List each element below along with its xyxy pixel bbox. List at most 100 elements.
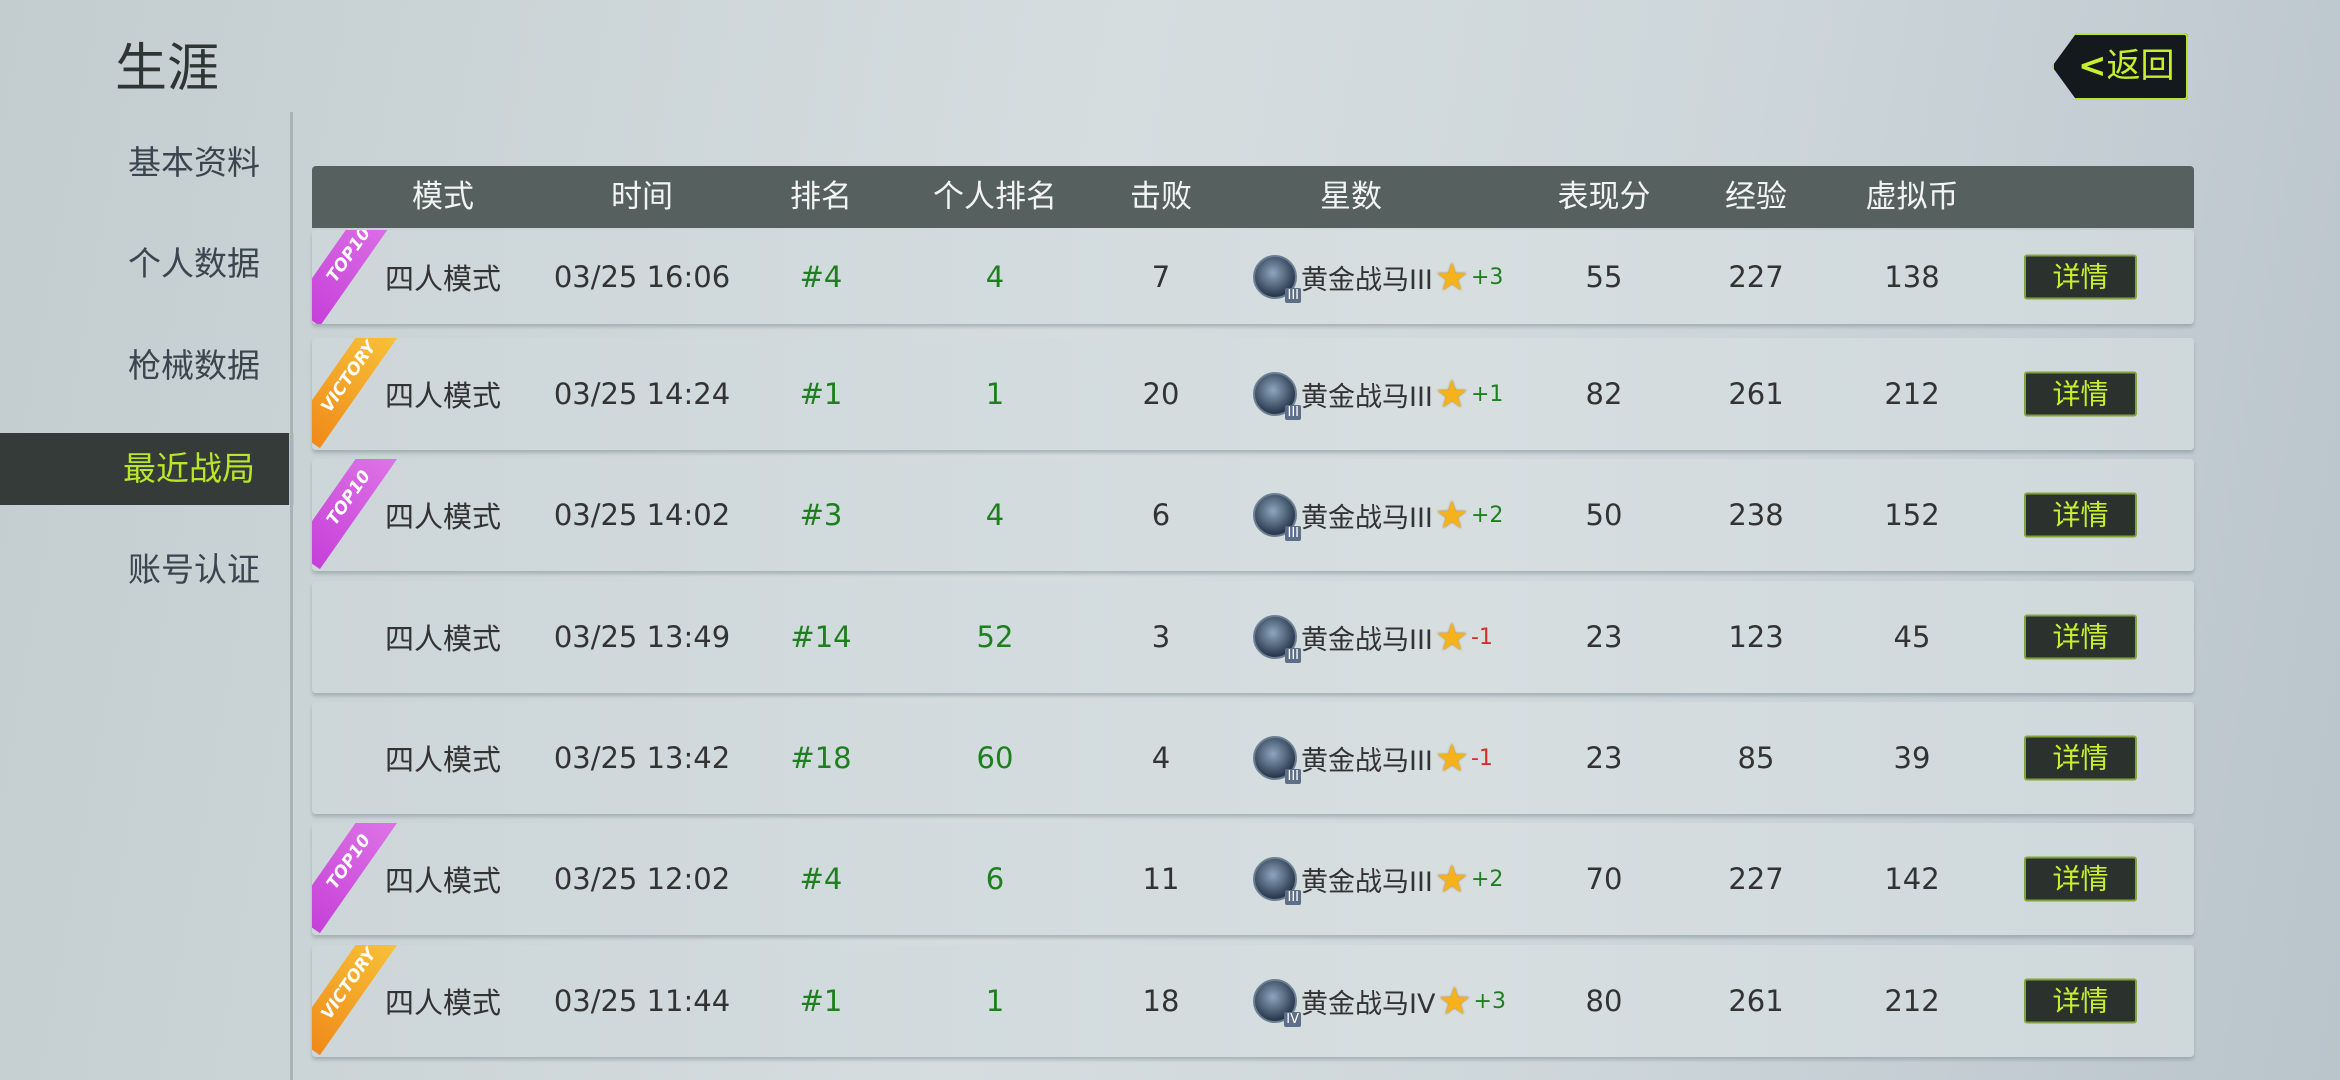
cell-score: 50 <box>1585 498 1623 532</box>
header-stars: 星数 <box>1320 179 1382 215</box>
rank-badge-icon: IV <box>1253 979 1301 1027</box>
table-row: TOP10 四人模式 03/25 12:02 #4 6 11 70 227 142 III 黄金战马… <box>312 823 2194 935</box>
cell-stars: III 黄金战马III ★ +1 <box>1253 372 1504 420</box>
cell-exp: 227 <box>1728 862 1784 896</box>
sidebar-item-account-verification[interactable]: 账号认证 <box>128 550 260 589</box>
tier-badge: III <box>1285 890 1301 905</box>
sidebar-item-recent-matches[interactable]: 最近战局 <box>0 433 294 505</box>
chevron-left-icon: < <box>2078 46 2107 86</box>
header-kills: 击败 <box>1130 179 1192 215</box>
star-delta: +2 <box>1470 502 1504 528</box>
page-title: 生涯 <box>115 39 220 99</box>
star-icon: ★ <box>1434 857 1469 901</box>
star-icon: ★ <box>1437 979 1472 1023</box>
detail-button[interactable]: 详情 <box>2024 856 2137 902</box>
table-row: VICTORY 四人模式 03/25 14:24 #1 1 20 82 261 212 III 黄金… <box>312 338 2194 450</box>
cell-score: 80 <box>1585 984 1623 1018</box>
back-button[interactable]: <返回 <box>2052 33 2188 100</box>
detail-button[interactable]: 详情 <box>2024 254 2137 300</box>
cell-time: 03/25 16:06 <box>553 260 731 294</box>
cell-rank: #14 <box>790 620 852 654</box>
cell-personal-rank: 52 <box>976 620 1014 654</box>
tier-name: 黄金战马III <box>1301 264 1433 296</box>
cell-time: 03/25 13:49 <box>553 620 731 654</box>
sidebar-divider <box>290 112 293 1080</box>
cell-stars: III 黄金战马III ★ +2 <box>1253 493 1504 541</box>
cell-coins: 152 <box>1884 498 1940 532</box>
detail-button[interactable]: 详情 <box>2024 492 2137 538</box>
rank-badge-icon: III <box>1253 255 1301 303</box>
cell-exp: 238 <box>1728 498 1784 532</box>
table-header: 模式 时间 排名 个人排名 击败 星数 表现分 经验 虚拟币 <box>312 166 2194 228</box>
cell-rank: #18 <box>790 741 852 775</box>
header-rank: 排名 <box>790 179 852 215</box>
cell-coins: 138 <box>1884 260 1940 294</box>
star-delta: +2 <box>1470 866 1504 892</box>
star-icon: ★ <box>1434 615 1469 659</box>
cell-stars: III 黄金战马III ★ -1 <box>1253 615 1493 663</box>
header-exp: 经验 <box>1725 179 1787 215</box>
rank-badge-icon: III <box>1253 372 1301 420</box>
cell-coins: 212 <box>1884 377 1940 411</box>
cell-stars: IV 黄金战马IV ★ +3 <box>1253 979 1506 1027</box>
cell-score: 23 <box>1585 620 1623 654</box>
cell-coins: 212 <box>1884 984 1940 1018</box>
cell-coins: 142 <box>1884 862 1940 896</box>
cell-score: 70 <box>1585 862 1623 896</box>
cell-stars: III 黄金战马III ★ -1 <box>1253 736 1493 784</box>
back-button-label: 返回 <box>2106 46 2175 86</box>
cell-time: 03/25 11:44 <box>553 984 731 1018</box>
cell-kills: 3 <box>1151 620 1171 654</box>
cell-score: 23 <box>1585 741 1623 775</box>
tier-badge: III <box>1285 526 1301 541</box>
sidebar-item-basic-info[interactable]: 基本资料 <box>128 143 260 182</box>
rank-badge-icon: III <box>1253 857 1301 905</box>
cell-score: 55 <box>1585 260 1623 294</box>
detail-button[interactable]: 详情 <box>2024 978 2137 1024</box>
cell-personal-rank: 1 <box>985 984 1005 1018</box>
cell-mode: 四人模式 <box>384 262 502 296</box>
tier-name: 黄金战马IV <box>1301 988 1436 1020</box>
cell-mode: 四人模式 <box>384 500 502 534</box>
star-icon: ★ <box>1434 372 1469 416</box>
header-mode: 模式 <box>412 179 474 215</box>
header-personal-rank: 个人排名 <box>933 179 1057 215</box>
star-delta: +1 <box>1470 381 1504 407</box>
cell-kills: 20 <box>1142 377 1180 411</box>
table-row: TOP10 四人模式 03/25 14:02 #3 4 6 50 238 152 III 黄金战马I… <box>312 459 2194 571</box>
table-row: 四人模式 03/25 13:42 #18 60 4 23 85 39 III 黄金战马III ★ -1… <box>312 702 2194 814</box>
cell-stars: III 黄金战马III ★ +3 <box>1253 255 1503 303</box>
cell-rank: #4 <box>799 862 843 896</box>
cell-exp: 261 <box>1728 377 1784 411</box>
rank-badge-icon: III <box>1253 736 1301 784</box>
tier-name: 黄金战马III <box>1301 745 1433 777</box>
table-row: TOP10 四人模式 03/25 16:06 #4 4 7 55 227 138 III 黄金战马I… <box>312 230 2194 324</box>
sidebar-item-personal-data[interactable]: 个人数据 <box>128 244 260 283</box>
tier-name: 黄金战马III <box>1301 381 1433 413</box>
cell-mode: 四人模式 <box>384 622 502 656</box>
cell-personal-rank: 4 <box>985 260 1005 294</box>
cell-rank: #1 <box>799 984 843 1018</box>
star-icon: ★ <box>1434 493 1469 537</box>
cell-mode: 四人模式 <box>384 743 502 777</box>
rank-badge-icon: III <box>1253 493 1301 541</box>
cell-exp: 85 <box>1737 741 1775 775</box>
detail-button[interactable]: 详情 <box>2024 614 2137 660</box>
cell-personal-rank: 1 <box>985 377 1005 411</box>
cell-personal-rank: 6 <box>985 862 1005 896</box>
cell-time: 03/25 12:02 <box>553 862 731 896</box>
cell-stars: III 黄金战马III ★ +2 <box>1253 857 1504 905</box>
cell-mode: 四人模式 <box>384 379 502 413</box>
cell-time: 03/25 14:02 <box>553 498 731 532</box>
tier-badge: III <box>1285 288 1301 303</box>
tier-badge: III <box>1285 405 1301 420</box>
cell-coins: 45 <box>1893 620 1931 654</box>
cell-mode: 四人模式 <box>384 986 502 1020</box>
cell-exp: 123 <box>1728 620 1784 654</box>
detail-button[interactable]: 详情 <box>2024 735 2137 781</box>
star-delta: +3 <box>1473 988 1506 1014</box>
cell-exp: 261 <box>1728 984 1784 1018</box>
detail-button[interactable]: 详情 <box>2024 371 2137 417</box>
sidebar-item-weapon-data[interactable]: 枪械数据 <box>128 346 260 385</box>
star-icon: ★ <box>1434 736 1469 780</box>
